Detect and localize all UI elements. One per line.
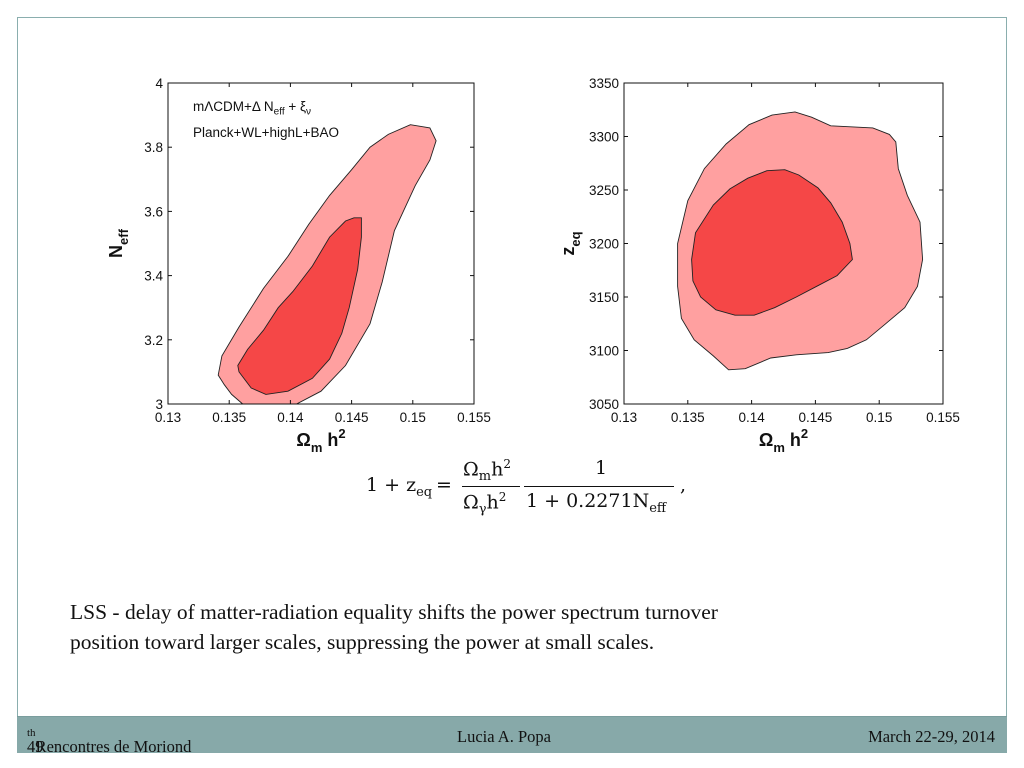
x-tick-label: 0.15 <box>866 410 892 425</box>
legend-model: mΛCDM+Δ Neff + ξν <box>193 99 312 118</box>
equation: 1 + zeq = Ωmh2 Ωγh2 1 1 + 0.2271Neff , <box>366 452 706 518</box>
x-tick-label: 0.14 <box>738 410 765 425</box>
eq-num1: Ωmh2 <box>463 457 511 485</box>
eq-frac-bar-1 <box>462 486 520 487</box>
y-tick-label: 3.8 <box>144 140 163 155</box>
y-axis-label-main: N <box>106 245 126 258</box>
body-line-1: LSS - delay of matter-radiation equality… <box>70 600 718 624</box>
y-tick-label: 3 <box>155 397 163 412</box>
chart-neff: 0.13 0.135 0.14 0.145 0.15 0.155 3 3.2 3.4 3.6 3.8… <box>0 0 512 470</box>
y-axis-label-main: z <box>558 247 578 256</box>
footer-date: March 22-29, 2014 <box>868 727 995 746</box>
y-tick-label: 3.6 <box>144 204 163 219</box>
legend-datasets: Planck+WL+highL+BAO <box>193 125 339 140</box>
y-tick-label: 3150 <box>589 290 619 305</box>
chart-zeq-svg: 0.13 0.135 0.14 0.145 0.15 0.155 3050 3100 3150 3… <box>558 76 960 455</box>
contour-68-region <box>691 169 853 316</box>
x-axis-label-rest: h <box>322 430 338 450</box>
eq-num2: 1 <box>595 457 608 479</box>
x-tick-label: 0.155 <box>926 410 960 425</box>
eq-frac-bar-2 <box>524 486 674 487</box>
y-axis-label: zeq <box>558 231 583 255</box>
x-axis-label: Ωm h2 <box>759 426 808 455</box>
x-axis-label-sup: 2 <box>338 426 345 441</box>
eq-lhs: 1 + zeq <box>366 474 433 500</box>
x-tick-label: 0.14 <box>277 410 304 425</box>
body-text: LSS - delay of matter-radiation equality… <box>70 597 970 657</box>
body-line-2: position toward larger scales, suppressi… <box>70 630 655 654</box>
x-tick-label: 0.13 <box>155 410 181 425</box>
y-tick-label: 3050 <box>589 397 619 412</box>
eq-trail: , <box>680 474 687 496</box>
y-tick-label: 3.2 <box>144 333 163 348</box>
x-axis-label-sup: 2 <box>801 426 808 441</box>
chart-neff-svg: 0.13 0.135 0.14 0.145 0.15 0.155 3 3.2 3.4 3.6 3.8… <box>106 76 491 455</box>
eq-den2: 1 + 0.2271Neff <box>526 490 667 516</box>
x-axis-label-sub: m <box>311 440 323 455</box>
x-axis-label: Ωm h2 <box>296 426 345 455</box>
x-tick-label: 0.145 <box>799 410 833 425</box>
footer-author: Lucia A. Popa <box>457 727 551 746</box>
y-axis-label-sub: eff <box>116 228 131 245</box>
y-tick-label: 3300 <box>589 130 619 145</box>
y-tick-label: 3100 <box>589 344 619 359</box>
x-axis-label-main: Ω <box>759 430 773 450</box>
x-axis-label-rest: h <box>785 430 801 450</box>
x-tick-label: 0.155 <box>457 410 491 425</box>
x-tick-label: 0.13 <box>611 410 637 425</box>
y-tick-label: 3200 <box>589 237 619 252</box>
chart-zeq: 0.13 0.135 0.14 0.145 0.15 0.155 3050 3100 3150 3… <box>512 0 1024 470</box>
y-axis-label-sub: eq <box>568 231 583 246</box>
x-tick-label: 0.15 <box>400 410 426 425</box>
y-axis-label: Neff <box>106 228 131 258</box>
eq-equals: = <box>436 474 452 496</box>
y-tick-label: 3250 <box>589 183 619 198</box>
x-axis-label-sub: m <box>773 440 785 455</box>
x-tick-label: 0.135 <box>212 410 246 425</box>
x-axis-label-main: Ω <box>296 430 310 450</box>
y-tick-label: 3.4 <box>144 269 163 284</box>
eq-den1: Ωγh2 <box>463 490 507 518</box>
x-tick-label: 0.135 <box>671 410 705 425</box>
y-tick-label: 4 <box>155 76 163 91</box>
x-tick-label: 0.145 <box>335 410 369 425</box>
plot-frame <box>167 82 475 405</box>
contour-68-region <box>237 217 362 395</box>
y-tick-label: 3350 <box>589 76 619 91</box>
